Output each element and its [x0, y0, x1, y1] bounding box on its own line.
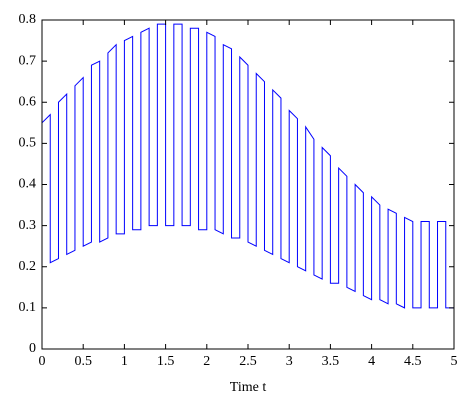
- y-tick-label: 0.7: [19, 53, 37, 68]
- y-tick-label: 0.8: [19, 12, 37, 27]
- y-tick-label: 0.1: [19, 300, 37, 315]
- x-axis-label: Time t: [230, 380, 267, 395]
- y-tick-label: 0.2: [19, 259, 37, 274]
- y-tick-label: 0.6: [19, 94, 37, 109]
- x-tick-label: 2: [203, 354, 210, 369]
- y-tick-label: 0: [29, 341, 36, 356]
- x-tick-label: 5: [451, 354, 458, 369]
- y-tick-label: 0.4: [19, 177, 37, 192]
- x-tick-label: 0.5: [74, 354, 92, 369]
- y-tick-label: 0.5: [19, 136, 37, 151]
- x-tick-label: 3: [286, 354, 293, 369]
- x-tick-label: 1.5: [157, 354, 175, 369]
- x-tick-label: 4.5: [404, 354, 422, 369]
- x-tick-label: 3.5: [322, 354, 340, 369]
- y-tick-label: 0.3: [19, 218, 37, 233]
- x-tick-label: 1: [121, 354, 128, 369]
- signal-line: [41, 23, 455, 309]
- x-tick-label: 0: [39, 354, 46, 369]
- x-tick-label: 4: [368, 354, 375, 369]
- x-tick-label: 2.5: [239, 354, 257, 369]
